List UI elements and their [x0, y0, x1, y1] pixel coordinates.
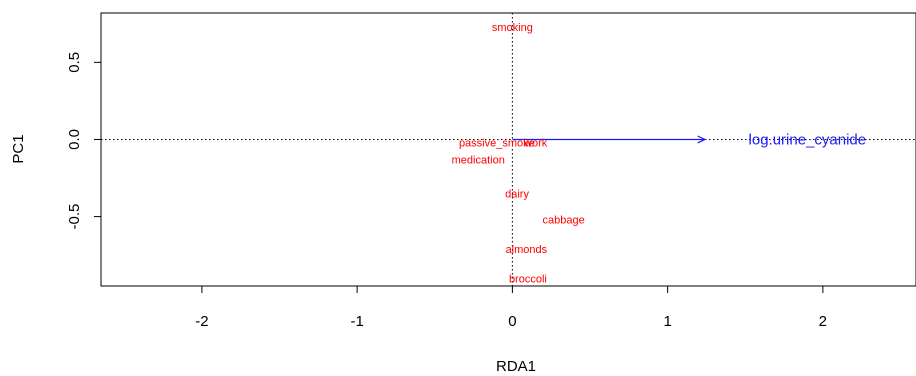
x-axis: -2 -1 0 1 2 — [195, 286, 827, 330]
species-label: broccoli — [509, 273, 547, 285]
species-label: cabbage — [543, 215, 585, 227]
y-tick-label: -0.5 — [66, 204, 83, 230]
vector-label: log.urine_cyanide — [749, 131, 867, 148]
x-tick-label: -2 — [195, 313, 208, 330]
species-label: passive_smoke — [459, 138, 535, 150]
x-tick-label: 1 — [663, 313, 671, 330]
y-axis-title: PC1 — [10, 134, 27, 163]
y-tick-label: 0.0 — [66, 129, 83, 150]
species-label: medication — [452, 155, 505, 167]
x-tick-label: -1 — [350, 313, 363, 330]
environmental-vectors: log.urine_cyanide — [512, 131, 866, 148]
x-tick-label: 2 — [819, 313, 827, 330]
y-axis: 0.5 0.0 -0.5 — [66, 52, 101, 230]
species-label: almonds — [506, 244, 548, 256]
reference-lines — [101, 13, 916, 286]
y-tick-label: 0.5 — [66, 52, 83, 73]
species-label: dairy — [505, 188, 529, 200]
x-tick-label: 0 — [508, 313, 516, 330]
vector-arrow-head — [697, 135, 707, 144]
plot-box — [100, 12, 916, 287]
x-axis-title: RDA1 — [496, 358, 536, 375]
species-label: smoking — [492, 22, 533, 34]
species-label: work — [523, 138, 548, 150]
